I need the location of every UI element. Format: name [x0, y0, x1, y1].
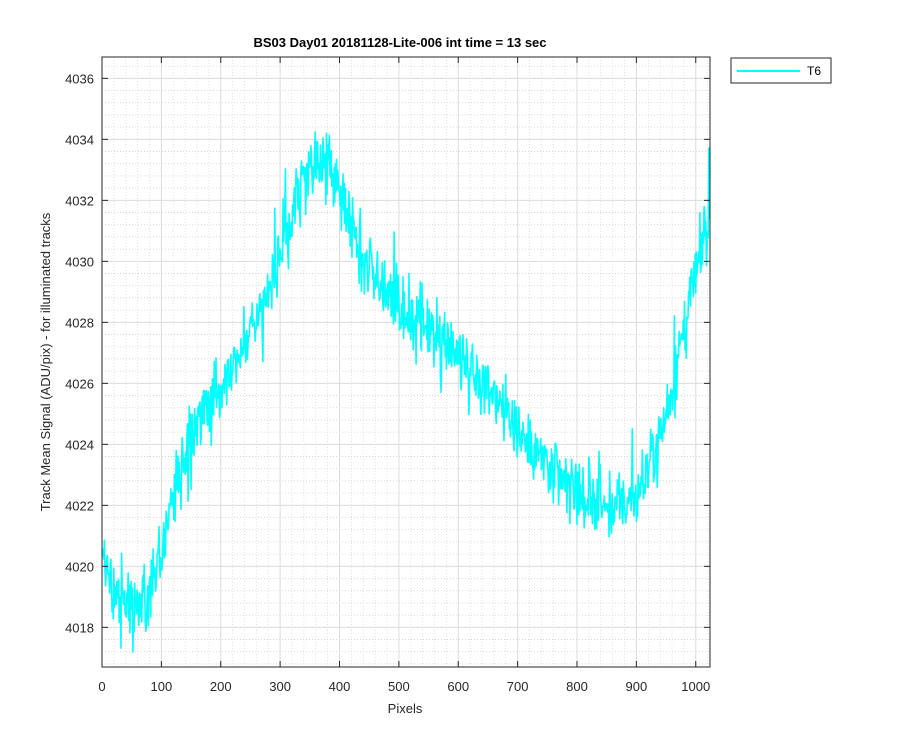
x-tick-label: 0 — [98, 679, 105, 694]
axis-ticks — [101, 57, 710, 667]
y-axis-label: Track Mean Signal (ADU/pix) - for illumi… — [38, 212, 53, 511]
y-tick-label: 4032 — [65, 193, 94, 208]
y-tick-label: 4030 — [65, 254, 94, 269]
x-tick-label: 700 — [507, 679, 529, 694]
x-tick-label: 300 — [269, 679, 291, 694]
tick-labels: 0 100 200 300 400 500 600 700 800 900 1000 4018 4020… — [65, 71, 710, 694]
minor-grid — [102, 57, 710, 667]
y-tick-label: 4034 — [65, 132, 94, 147]
series-line-t6 — [102, 131, 710, 653]
x-tick-label: 400 — [329, 679, 351, 694]
y-tick-label: 4022 — [65, 498, 94, 513]
y-tick-label: 4020 — [65, 559, 94, 574]
legend: T6 — [730, 57, 832, 84]
chart-title: BS03 Day01 20181128-Lite-006 int time = … — [253, 35, 546, 50]
x-tick-label: 600 — [447, 679, 469, 694]
axes-frame — [101, 56, 711, 668]
y-tick-label: 4024 — [65, 437, 94, 452]
data-layer — [102, 131, 710, 653]
x-axis-label: Pixels — [388, 701, 423, 716]
x-tick-label: 800 — [566, 679, 588, 694]
x-tick-label: 1000 — [681, 679, 710, 694]
x-tick-label: 100 — [151, 679, 173, 694]
y-tick-label: 4036 — [65, 71, 94, 86]
x-tick-label: 900 — [626, 679, 648, 694]
y-tick-label: 4018 — [65, 620, 94, 635]
y-tick-label: 4028 — [65, 315, 94, 330]
y-tick-label: 4026 — [65, 376, 94, 391]
x-tick-label: 500 — [388, 679, 410, 694]
legend-label-t6: T6 — [807, 64, 821, 78]
x-tick-label: 200 — [210, 679, 232, 694]
